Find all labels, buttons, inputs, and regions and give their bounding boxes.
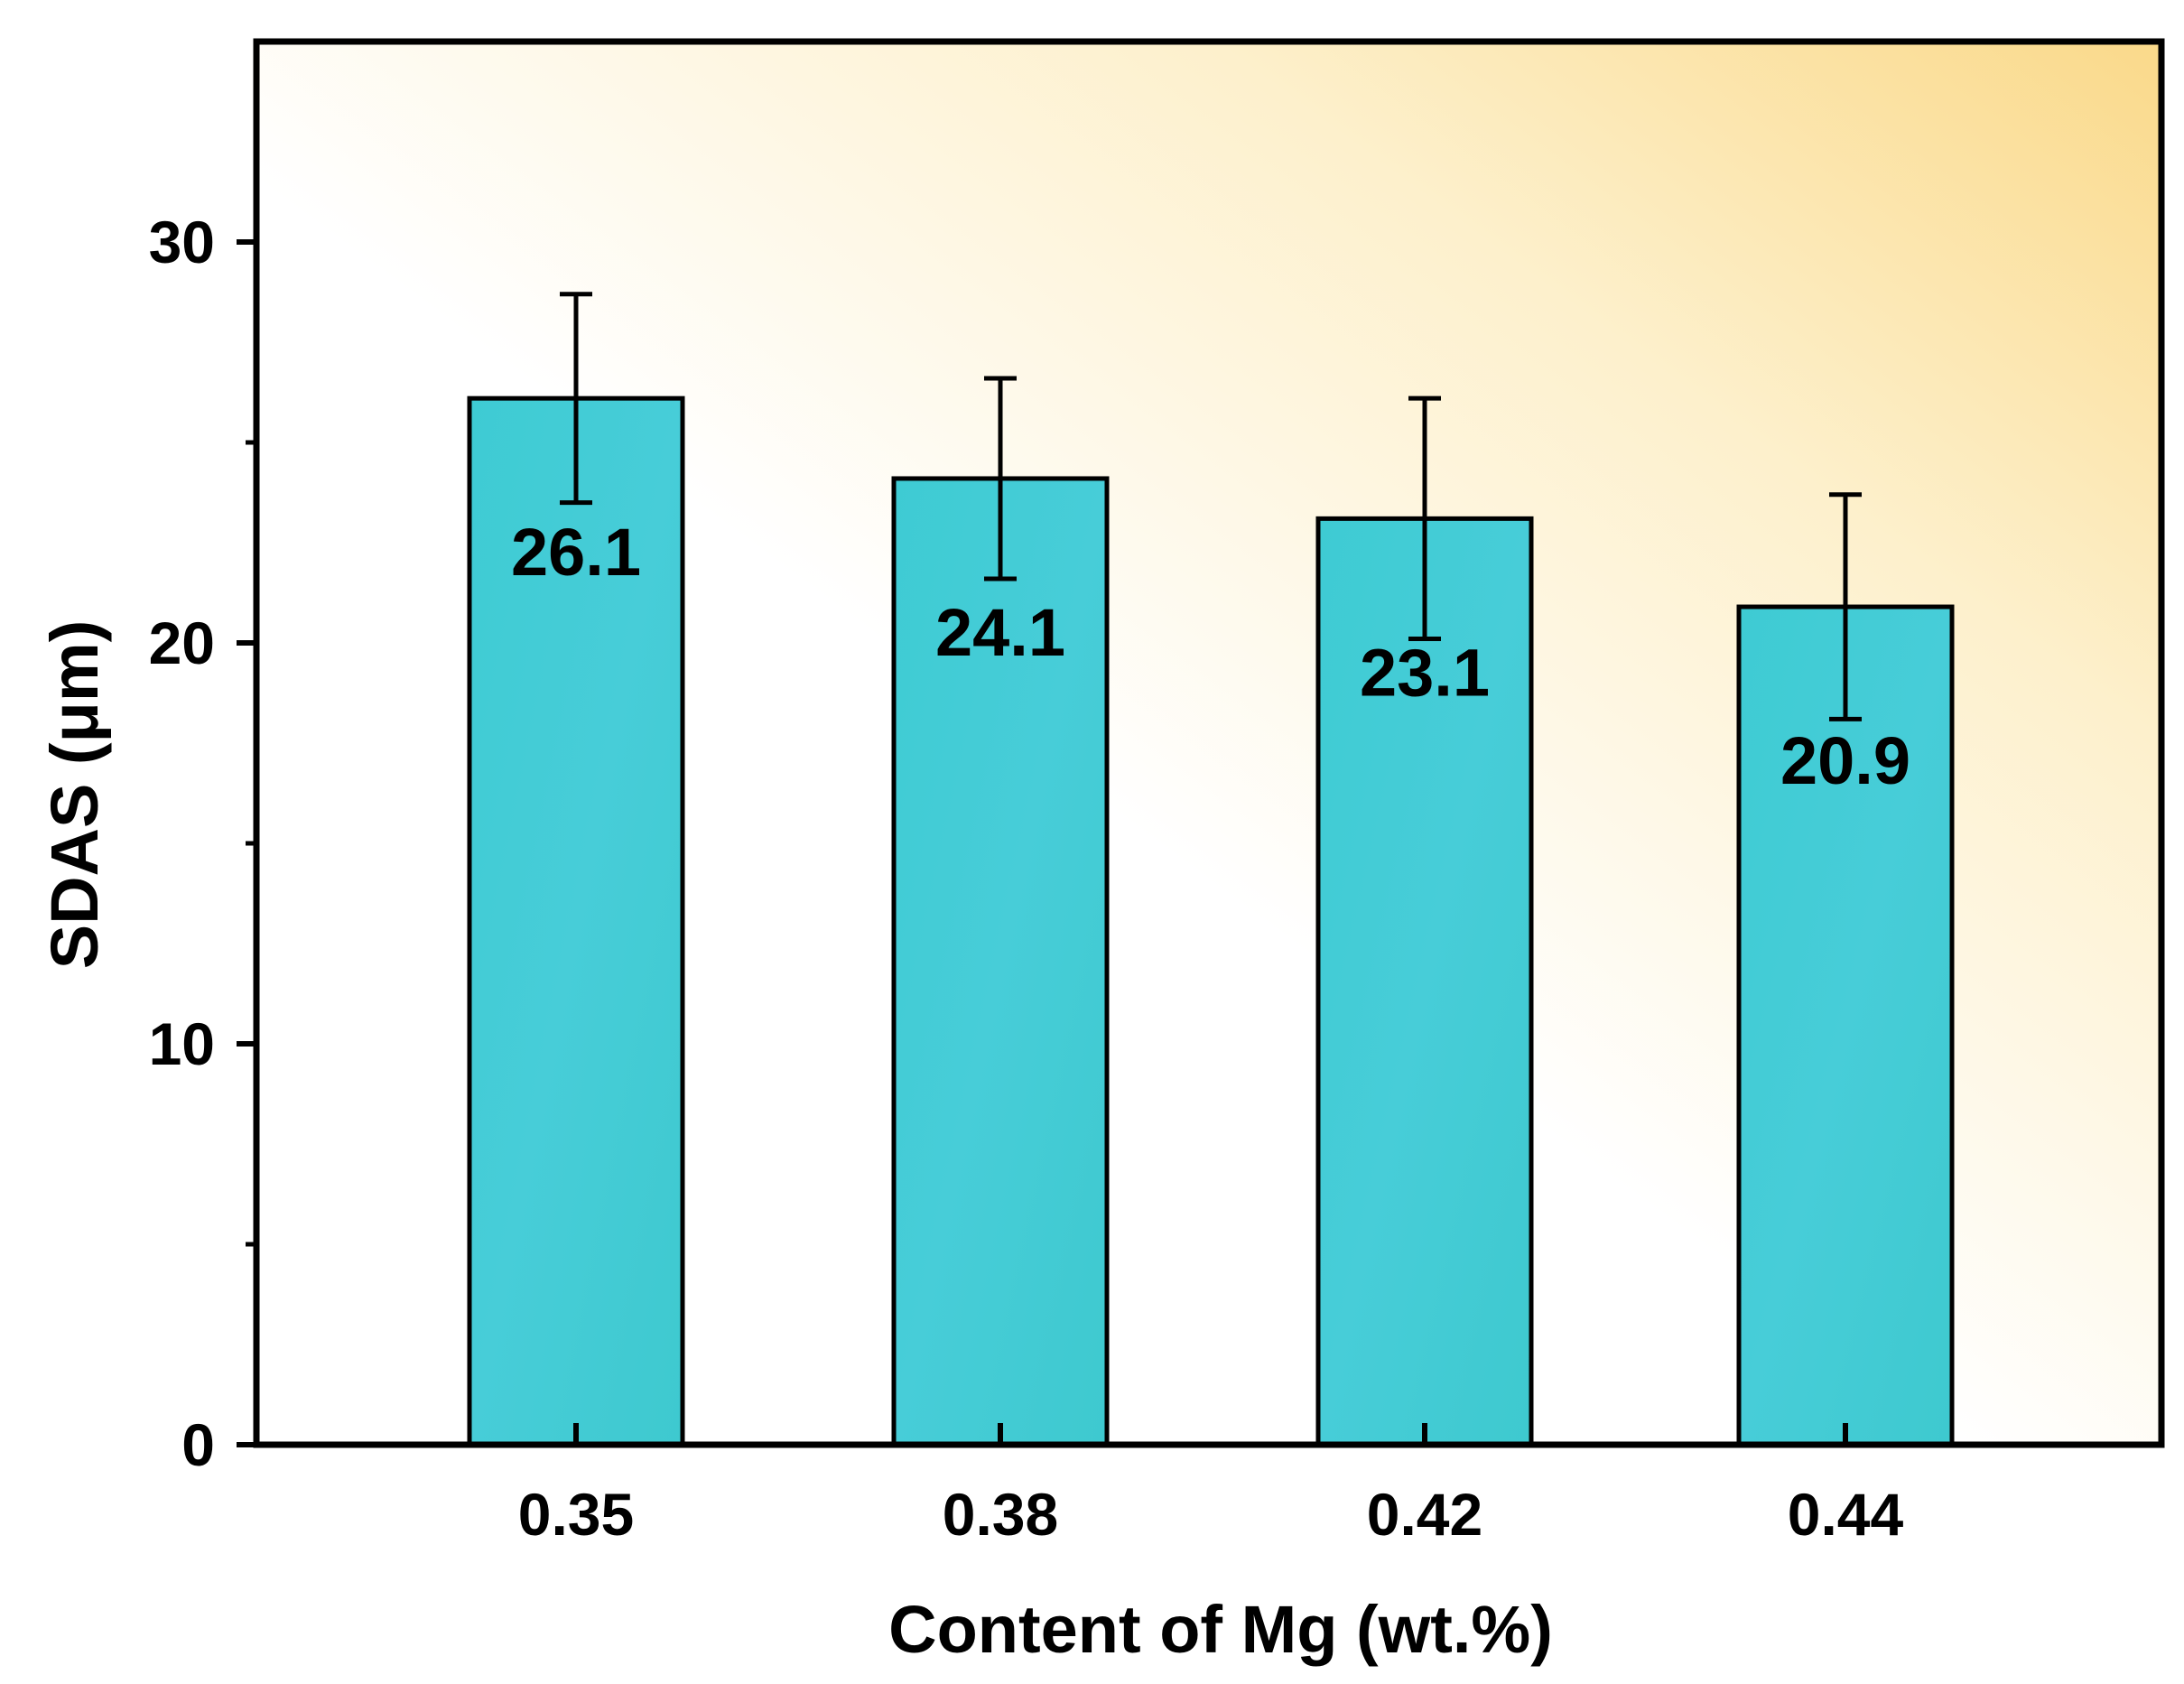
- x-tick-label-0.44: 0.44: [1788, 1481, 1904, 1548]
- error-bars-layer: [560, 292, 1862, 721]
- y-tick-label-0: 0: [181, 1411, 215, 1478]
- plot-frame: [253, 38, 2165, 1448]
- value-label-0.38: 24.1: [935, 595, 1065, 670]
- value-label-0.44: 20.9: [1780, 723, 1910, 798]
- y-tick-label-10: 10: [149, 1010, 215, 1077]
- value-labels-layer: 26.1 24.1 23.1 20.9: [511, 515, 1910, 798]
- y-tick-label-30: 30: [149, 209, 215, 275]
- y-axis-label: SDAS (μm): [37, 620, 112, 970]
- value-label-0.42: 23.1: [1360, 635, 1490, 710]
- y-axis: 0 10 20 30: [149, 209, 256, 1478]
- x-axis-label: Content of Mg (wt.%): [888, 1592, 1553, 1667]
- x-tick-label-0.35: 0.35: [518, 1481, 634, 1548]
- error-bar-0.42: [1408, 395, 1441, 642]
- x-tick-label-0.38: 0.38: [943, 1481, 1058, 1548]
- y-tick-label-20: 20: [149, 609, 215, 676]
- x-axis: 0.35 0.38 0.42 0.44: [518, 1423, 1904, 1548]
- bars-layer: [467, 395, 1955, 1447]
- x-tick-label-0.42: 0.42: [1367, 1481, 1482, 1548]
- error-bar-0.38: [984, 376, 1017, 581]
- value-label-0.35: 26.1: [511, 515, 641, 590]
- error-bar-0.35: [560, 292, 592, 506]
- bar-0.35: [467, 395, 685, 1447]
- error-bar-0.44: [1829, 492, 1862, 721]
- bar-0.42: [1315, 516, 1534, 1447]
